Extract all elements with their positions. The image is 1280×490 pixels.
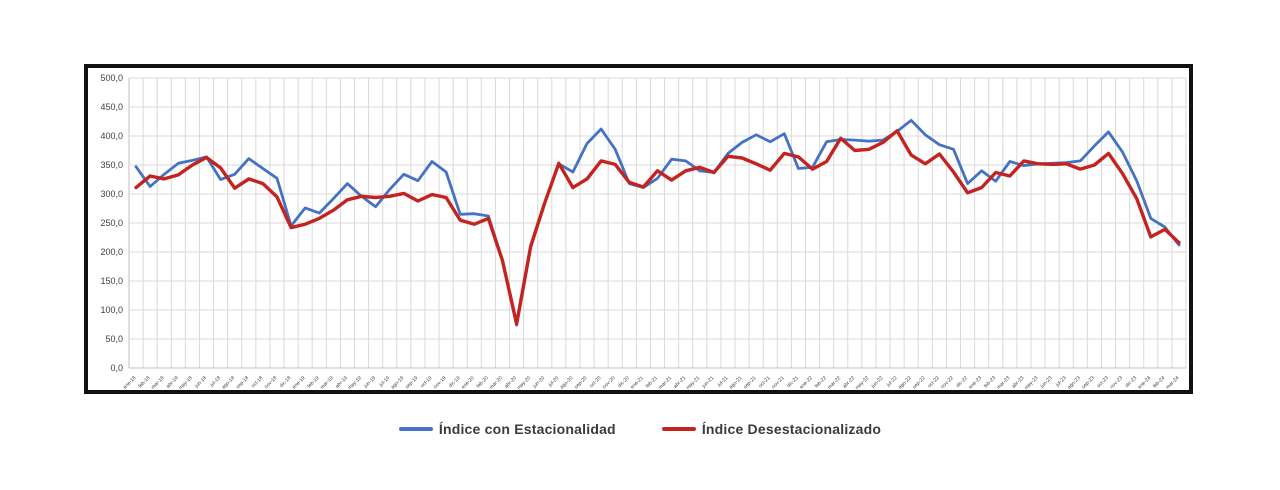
x-tick-label: sep-23 [1081,375,1096,390]
x-tick-label: jun-19 [362,375,377,390]
y-axis-tick-labels: 0,0 50,0 100,0 150,0 200,0 250,0 300,0 350,0 400… [100,73,123,373]
x-tick-label: sep-22 [912,375,927,390]
x-tick-label: may-22 [854,375,870,391]
legend: Índice con Estacionalidad Índice Desestac… [0,412,1280,446]
x-tick-label: ene-18 [122,375,137,390]
legend-label: Índice Desestacionalizado [701,421,882,437]
y-tick-label: 250,0 [100,218,123,228]
series-line-0 [134,118,1181,327]
x-tick-label: dic-19 [448,375,462,389]
x-tick-label: nov-23 [1109,375,1124,390]
x-tick-label: ago-19 [390,375,405,390]
legend-item-1: Índice Desestacionalizado [661,421,882,437]
x-tick-label: ago-21 [728,375,743,390]
x-tick-label: may-23 [1023,375,1039,391]
x-tick-label: oct-22 [927,375,941,389]
y-tick-label: 150,0 [100,276,123,286]
x-tick-label: dic-18 [279,375,293,389]
x-tick-label: feb-20 [476,375,490,389]
x-tick-label: sep-21 [743,375,758,390]
x-tick-label: ago-22 [897,375,912,390]
x-tick-label: mar-20 [488,375,504,391]
x-tick-label: oct-20 [588,375,602,389]
y-tick-label: 300,0 [100,189,123,199]
x-tick-label: mar-19 [319,375,335,391]
x-tick-label: mar-23 [996,375,1012,391]
plot-series [134,118,1181,327]
x-tick-label: oct-18 [250,375,264,389]
x-tick-label: mar-24 [1165,375,1181,391]
gridlines [128,77,1187,369]
x-tick-label: mar-22 [827,375,843,391]
legend-label: Índice con Estacionalidad [438,421,616,437]
x-tick-label: may-20 [516,375,532,391]
x-tick-label: oct-21 [758,375,772,389]
x-tick-label: oct-23 [1096,375,1110,389]
x-tick-label: nov-20 [602,375,617,390]
x-tick-label: ene-24 [1137,375,1152,390]
y-tick-label: 200,0 [100,247,123,257]
x-tick-label: ene-22 [799,375,814,390]
x-tick-label: ago-18 [221,375,236,390]
x-tick-label: feb-21 [645,375,659,389]
x-tick-label: feb-22 [814,375,828,389]
x-tick-label: jun-20 [531,375,546,390]
x-tick-label: dic-23 [1124,375,1138,389]
legend-item-0: Índice con Estacionalidad [398,421,616,437]
x-tick-label: nov-21 [771,375,786,390]
x-tick-label: oct-19 [419,375,433,389]
x-tick-label: ago-20 [559,375,574,390]
x-tick-label: mar-21 [658,375,674,391]
x-tick-label: jun-21 [701,375,716,390]
x-tick-label: may-21 [685,375,701,391]
y-tick-label: 450,0 [100,102,123,112]
x-tick-label: feb-24 [1152,375,1166,389]
x-tick-label: ene-20 [460,375,475,390]
y-tick-label: 400,0 [100,131,123,141]
x-tick-label: ago-23 [1066,375,1081,390]
x-tick-label: jun-23 [1039,375,1054,390]
x-tick-label: jun-22 [870,375,885,390]
x-tick-label: feb-19 [306,375,320,389]
legend-swatch-icon [661,427,696,431]
x-tick-label: nov-18 [263,375,278,390]
y-tick-label: 350,0 [100,160,123,170]
x-tick-label: dic-21 [786,375,800,389]
y-tick-label: 0,0 [110,363,123,373]
legend-swatch-icon [398,427,433,431]
x-tick-label: feb-23 [983,375,997,389]
x-tick-label: nov-19 [432,375,447,390]
x-tick-label: dic-22 [955,375,969,389]
x-tick-label: sep-19 [404,375,419,390]
x-tick-label: ene-21 [630,375,645,390]
x-tick-label: sep-20 [573,375,588,390]
y-tick-label: 500,0 [100,73,123,83]
x-tick-label: jun-18 [193,375,208,390]
x-tick-label: ene-23 [968,375,983,390]
series-line-1 [134,129,1181,326]
x-tick-label: dic-20 [617,375,631,389]
x-tick-label: nov-22 [940,375,955,390]
x-tick-label: ene-19 [291,375,306,390]
x-tick-label: mar-18 [150,375,166,391]
x-tick-label: may-19 [347,375,363,391]
x-tick-label: may-18 [178,375,194,391]
x-tick-label: sep-18 [235,375,250,390]
y-tick-label: 50,0 [105,334,123,344]
x-tick-label: feb-18 [137,375,151,389]
y-tick-label: 100,0 [100,305,123,315]
